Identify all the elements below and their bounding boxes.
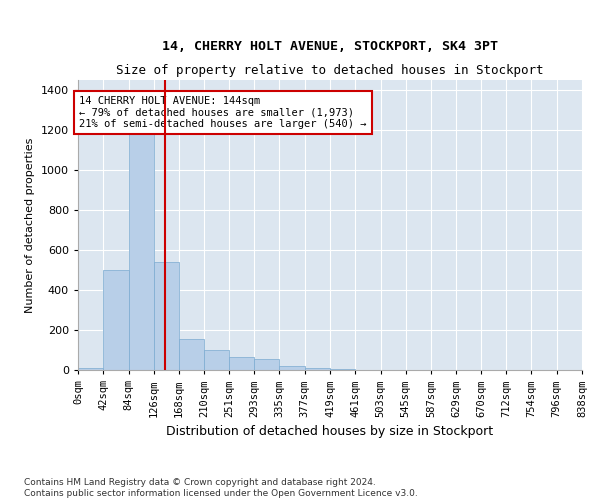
- Text: 14, CHERRY HOLT AVENUE, STOCKPORT, SK4 3PT: 14, CHERRY HOLT AVENUE, STOCKPORT, SK4 3…: [162, 40, 498, 52]
- Bar: [305, 368, 330, 370]
- Bar: [205, 350, 229, 370]
- Title: Size of property relative to detached houses in Stockport: Size of property relative to detached ho…: [116, 64, 544, 78]
- Text: Contains HM Land Registry data © Crown copyright and database right 2024.
Contai: Contains HM Land Registry data © Crown c…: [24, 478, 418, 498]
- Bar: [330, 369, 355, 370]
- Y-axis label: Number of detached properties: Number of detached properties: [25, 138, 35, 312]
- Bar: [280, 366, 305, 370]
- Bar: [78, 368, 103, 370]
- X-axis label: Distribution of detached houses by size in Stockport: Distribution of detached houses by size …: [166, 425, 494, 438]
- Bar: [128, 124, 154, 370]
- Text: 14 CHERRY HOLT AVENUE: 144sqm
← 79% of detached houses are smaller (1,973)
21% o: 14 CHERRY HOLT AVENUE: 144sqm ← 79% of d…: [79, 96, 367, 129]
- Bar: [229, 357, 254, 370]
- Bar: [154, 262, 179, 370]
- Bar: [254, 359, 280, 370]
- Bar: [103, 270, 128, 370]
- Bar: [179, 339, 205, 370]
